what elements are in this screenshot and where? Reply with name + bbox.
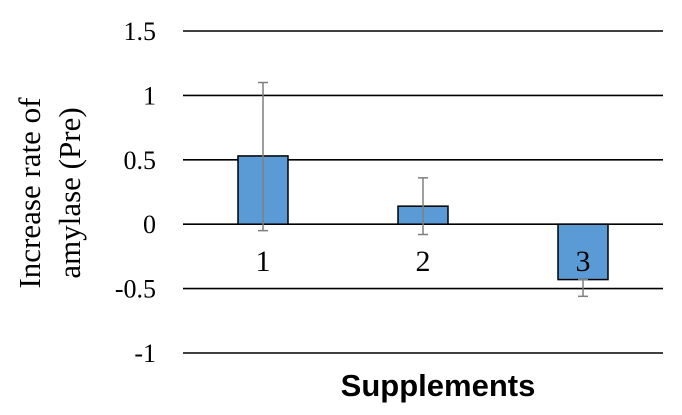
x-axis-label: Supplements [341, 368, 536, 403]
y-axis-label-line-1: Increase rate of [12, 97, 47, 289]
y-tick-label: 0 [143, 210, 156, 239]
category-label-1: 1 [256, 245, 271, 278]
error-bars [258, 81, 588, 298]
y-tick-label: -1 [134, 339, 156, 368]
category-label-3: 3 [576, 245, 591, 278]
y-tick-label: 0.5 [124, 146, 157, 175]
category-labels: 1 2 3 [256, 245, 591, 278]
y-tick-label: 1 [143, 81, 156, 110]
category-label-2: 2 [416, 245, 431, 278]
y-axis-label-line-2: amylase (Pre) [52, 107, 87, 278]
y-tick-label: 1.5 [124, 17, 157, 46]
y-tick-label: -0.5 [115, 275, 156, 304]
y-axis-ticks: 1.5 1 0.5 0 -0.5 -1 [115, 17, 156, 368]
